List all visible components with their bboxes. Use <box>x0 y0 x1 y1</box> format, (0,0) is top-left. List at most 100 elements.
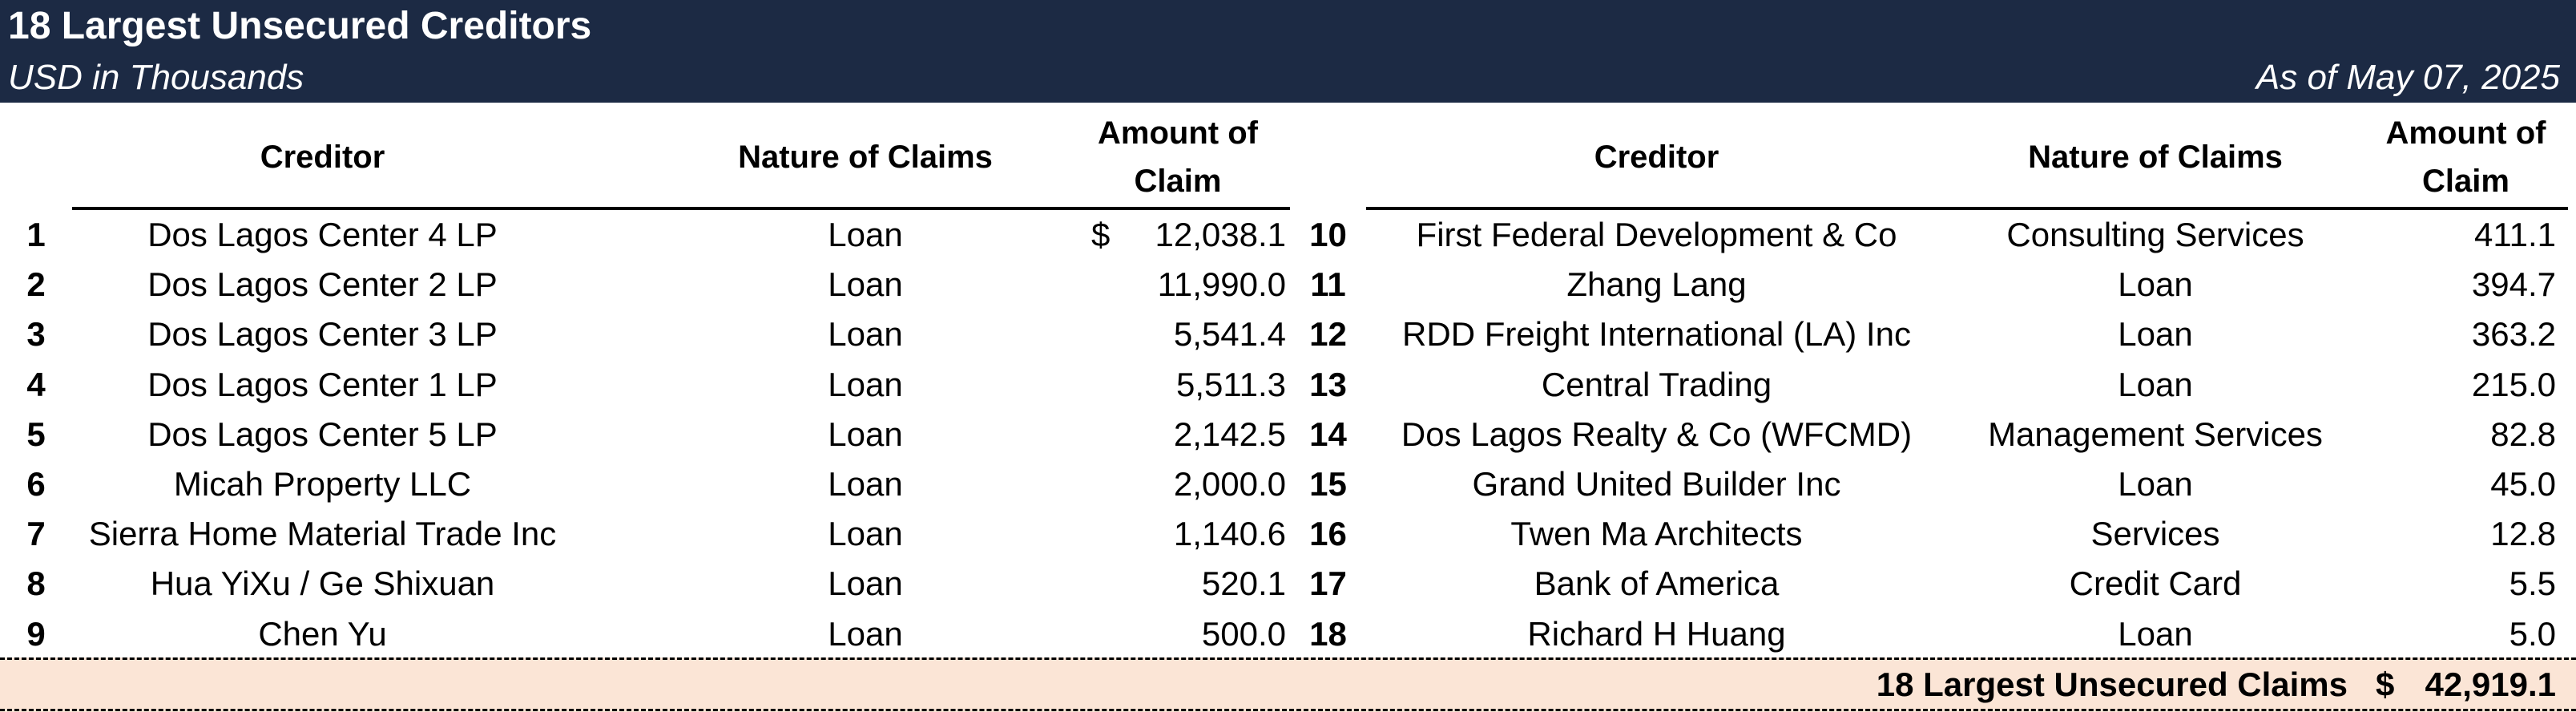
as-of-date: As of May 07, 2025 <box>2256 58 2560 97</box>
claim-amount: 5,541.4 <box>1091 309 1286 359</box>
nature-of-claim: Loan <box>2118 315 2193 354</box>
claim-amount: 1,140.6 <box>1091 509 1286 559</box>
creditor-name: Sierra Home Material Trade Inc <box>88 515 557 553</box>
creditor-name: Richard H Huang <box>1527 614 1786 653</box>
nature-of-claim: Loan <box>2118 614 2193 653</box>
amount-value: 500.0 <box>1201 614 1286 653</box>
nature-of-claim: Loan <box>2118 465 2193 503</box>
row-number: 13 <box>1309 365 1347 403</box>
claim-amount: 5,511.3 <box>1091 360 1286 410</box>
claim-amount: 520.1 <box>1091 559 1286 609</box>
nature-of-claim: Loan <box>828 265 903 304</box>
claim-amount: 45.0 <box>2490 465 2556 503</box>
bottom-dashed-rule <box>0 709 2576 711</box>
left-amount-header-line2: Claim <box>1134 164 1222 199</box>
currency-symbol: $ <box>1091 216 1111 253</box>
nature-of-claim: Management Services <box>1988 415 2323 453</box>
row-number: 6 <box>26 465 46 503</box>
right-header-rule <box>1366 207 2568 210</box>
nature-of-claim: Loan <box>828 564 903 603</box>
nature-of-claim: Loan <box>2118 365 2193 403</box>
claim-amount: 5.0 <box>2509 614 2556 653</box>
total-band <box>0 657 2576 712</box>
left-creditor-header: Creditor <box>260 140 385 175</box>
row-number: 2 <box>26 265 46 304</box>
row-number: 14 <box>1309 415 1347 453</box>
amount-value: 5,541.4 <box>1173 315 1286 354</box>
nature-of-claim: Loan <box>828 515 903 553</box>
row-number: 5 <box>26 415 46 453</box>
amount-value: 12,038.1 <box>1155 216 1287 253</box>
amount-value: 11,990.0 <box>1157 265 1286 304</box>
creditor-name: Dos Lagos Center 2 LP <box>147 265 498 304</box>
report-title: 18 Largest Unsecured Creditors <box>8 5 592 47</box>
creditor-name: Twen Ma Architects <box>1510 515 1803 553</box>
claim-amount: 11,990.0 <box>1091 260 1286 309</box>
creditor-name: Zhang Lang <box>1566 265 1747 304</box>
amount-value: 2,000.0 <box>1173 465 1286 503</box>
claim-amount: 411.1 <box>2474 216 2556 253</box>
claim-amount: 82.8 <box>2490 415 2556 453</box>
row-number: 18 <box>1309 614 1347 653</box>
row-number: 3 <box>26 315 46 354</box>
row-number: 9 <box>26 614 46 653</box>
right-amount-header: Amount of Claim <box>2364 109 2568 205</box>
right-creditor-header: Creditor <box>1594 140 1719 175</box>
creditor-name: Dos Lagos Center 1 LP <box>147 365 498 403</box>
nature-of-claim: Loan <box>828 216 903 253</box>
creditor-name: Micah Property LLC <box>173 465 472 503</box>
right-nature-header: Nature of Claims <box>2028 140 2283 175</box>
row-number: 8 <box>26 564 46 603</box>
row-number: 16 <box>1309 515 1347 553</box>
nature-of-claim: Loan <box>828 465 903 503</box>
row-number: 12 <box>1309 315 1347 354</box>
claim-amount: 363.2 <box>2471 315 2556 354</box>
nature-of-claim: Loan <box>828 365 903 403</box>
claim-amount: 394.7 <box>2471 265 2556 304</box>
amount-value: 1,140.6 <box>1173 515 1286 553</box>
amount-value: 520.1 <box>1201 564 1286 603</box>
creditor-name: RDD Freight International (LA) Inc <box>1402 315 1911 354</box>
row-number: 7 <box>26 515 46 553</box>
report-header: 18 Largest Unsecured Creditors USD in Th… <box>0 0 2576 103</box>
claim-amount: 5.5 <box>2509 564 2556 603</box>
creditor-name: Bank of America <box>1534 564 1780 603</box>
claim-amount: 12.8 <box>2490 515 2556 553</box>
creditor-name: Chen Yu <box>258 614 387 653</box>
claim-amount: 500.0 <box>1091 609 1286 659</box>
left-amount-header: Amount of Claim <box>1042 109 1314 205</box>
nature-of-claim: Loan <box>828 614 903 653</box>
left-header-rule <box>72 207 1290 210</box>
units-subtitle: USD in Thousands <box>8 58 304 97</box>
nature-of-claim: Loan <box>828 315 903 354</box>
creditor-name: Dos Lagos Center 4 LP <box>147 216 498 253</box>
left-nature-header: Nature of Claims <box>738 140 993 175</box>
creditor-name: First Federal Development & Co <box>1416 216 1897 253</box>
right-amount-header-line1: Amount of <box>2385 115 2546 151</box>
row-number: 10 <box>1309 216 1347 253</box>
creditor-name: Central Trading <box>1541 365 1772 403</box>
left-amount-header-line1: Amount of <box>1098 115 1258 151</box>
total-value: 42,919.1 <box>2425 665 2557 703</box>
creditor-name: Grand United Builder Inc <box>1472 465 1841 503</box>
creditor-name: Dos Lagos Realty & Co (WFCMD) <box>1401 415 1913 453</box>
claim-amount: $12,038.1 <box>1091 210 1286 260</box>
nature-of-claim: Loan <box>828 415 903 453</box>
claim-amount: 2,000.0 <box>1091 459 1286 509</box>
creditor-name: Dos Lagos Center 5 LP <box>147 415 498 453</box>
row-number: 4 <box>26 365 46 403</box>
claim-amount: 2,142.5 <box>1091 410 1286 459</box>
nature-of-claim: Services <box>2090 515 2220 553</box>
amount-value: 2,142.5 <box>1173 415 1286 453</box>
claim-amount: 215.0 <box>2471 365 2556 403</box>
row-number: 1 <box>26 216 46 253</box>
creditor-name: Hua YiXu / Ge Shixuan <box>150 564 495 603</box>
row-number: 15 <box>1309 465 1347 503</box>
nature-of-claim: Consulting Services <box>2006 216 2304 253</box>
creditor-name: Dos Lagos Center 3 LP <box>147 315 498 354</box>
amount-value: 5,511.3 <box>1175 365 1286 403</box>
total-label: 18 Largest Unsecured Claims <box>1876 665 2348 703</box>
nature-of-claim: Loan <box>2118 265 2193 304</box>
row-number: 17 <box>1309 564 1347 603</box>
total-amount: $ 42,919.1 <box>2376 660 2556 710</box>
